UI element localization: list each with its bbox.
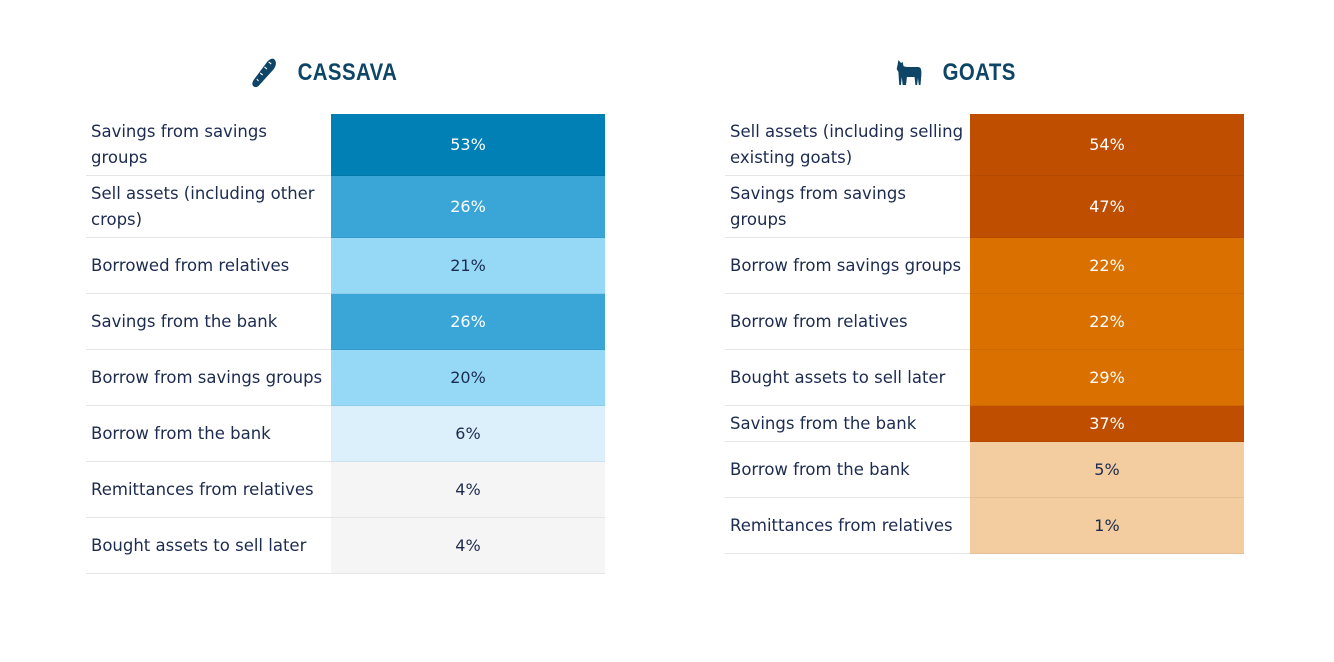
row-label: Borrow from the bank	[730, 459, 910, 479]
table-row: Bought assets to sell later 4%	[86, 518, 605, 574]
row-label: Savings from savings groups	[730, 183, 906, 229]
value-cell: 54%	[970, 114, 1244, 176]
row-label: Sell assets (including other crops)	[91, 183, 315, 229]
table-row: Bought assets to sell later 29%	[725, 350, 1244, 406]
table-row: Borrow from relatives 22%	[725, 294, 1244, 350]
table-row: Borrowed from relatives 21%	[86, 238, 605, 294]
goat-icon	[896, 60, 922, 85]
value-cell: 5%	[970, 442, 1244, 498]
row-label: Sell assets (including selling existing …	[730, 121, 964, 167]
table-row: Remittances from relatives 1%	[725, 498, 1244, 554]
value-cell: 37%	[970, 406, 1244, 442]
row-label: Remittances from relatives	[730, 515, 953, 535]
goats-table: Sell assets (including selling existing …	[725, 114, 1244, 554]
cassava-title: CASSAVA	[250, 56, 397, 90]
value-cell: 4%	[331, 518, 605, 574]
value-cell: 4%	[331, 462, 605, 518]
table-row: Savings from the bank 26%	[86, 294, 605, 350]
cassava-icon	[252, 58, 276, 88]
value-cell: 47%	[970, 176, 1244, 238]
table-row: Borrow from savings groups 22%	[725, 238, 1244, 294]
value-cell: 53%	[331, 114, 605, 176]
row-label: Remittances from relatives	[91, 479, 314, 499]
table-row: Borrow from savings groups 20%	[86, 350, 605, 406]
row-label: Borrow from savings groups	[91, 367, 323, 387]
table-row: Sell assets (including other crops) 26%	[86, 176, 605, 238]
table-row: Remittances from relatives 4%	[86, 462, 605, 518]
table-row: Savings from savings groups 47%	[725, 176, 1244, 238]
value-cell: 21%	[331, 238, 605, 294]
goats-title: GOATS	[895, 56, 1016, 90]
cassava-table: Savings from savings groups 53% Sell asset…	[86, 114, 605, 574]
row-label: Savings from savings groups	[91, 121, 267, 167]
row-label: Bought assets to sell later	[730, 367, 946, 387]
cassava-title-text: CASSAVA	[297, 59, 398, 86]
row-label: Borrow from the bank	[91, 423, 271, 443]
row-label: Borrowed from relatives	[91, 255, 290, 275]
row-label: Savings from the bank	[91, 311, 278, 331]
value-cell: 22%	[970, 294, 1244, 350]
row-label: Borrow from relatives	[730, 311, 908, 331]
goats-title-text: GOATS	[942, 59, 1016, 86]
value-cell: 1%	[970, 498, 1244, 554]
row-label: Bought assets to sell later	[91, 535, 307, 555]
table-row: Savings from savings groups 53%	[86, 114, 605, 176]
table-row: Savings from the bank 37%	[725, 406, 1244, 442]
value-cell: 22%	[970, 238, 1244, 294]
value-cell: 26%	[331, 294, 605, 350]
value-cell: 29%	[970, 350, 1244, 406]
value-cell: 6%	[331, 406, 605, 462]
value-cell: 26%	[331, 176, 605, 238]
table-row: Borrow from the bank 6%	[86, 406, 605, 462]
row-label: Savings from the bank	[730, 413, 917, 433]
row-label: Borrow from savings groups	[730, 255, 962, 275]
table-row: Sell assets (including selling existing …	[725, 114, 1244, 176]
table-row: Borrow from the bank 5%	[725, 442, 1244, 498]
value-cell: 20%	[331, 350, 605, 406]
